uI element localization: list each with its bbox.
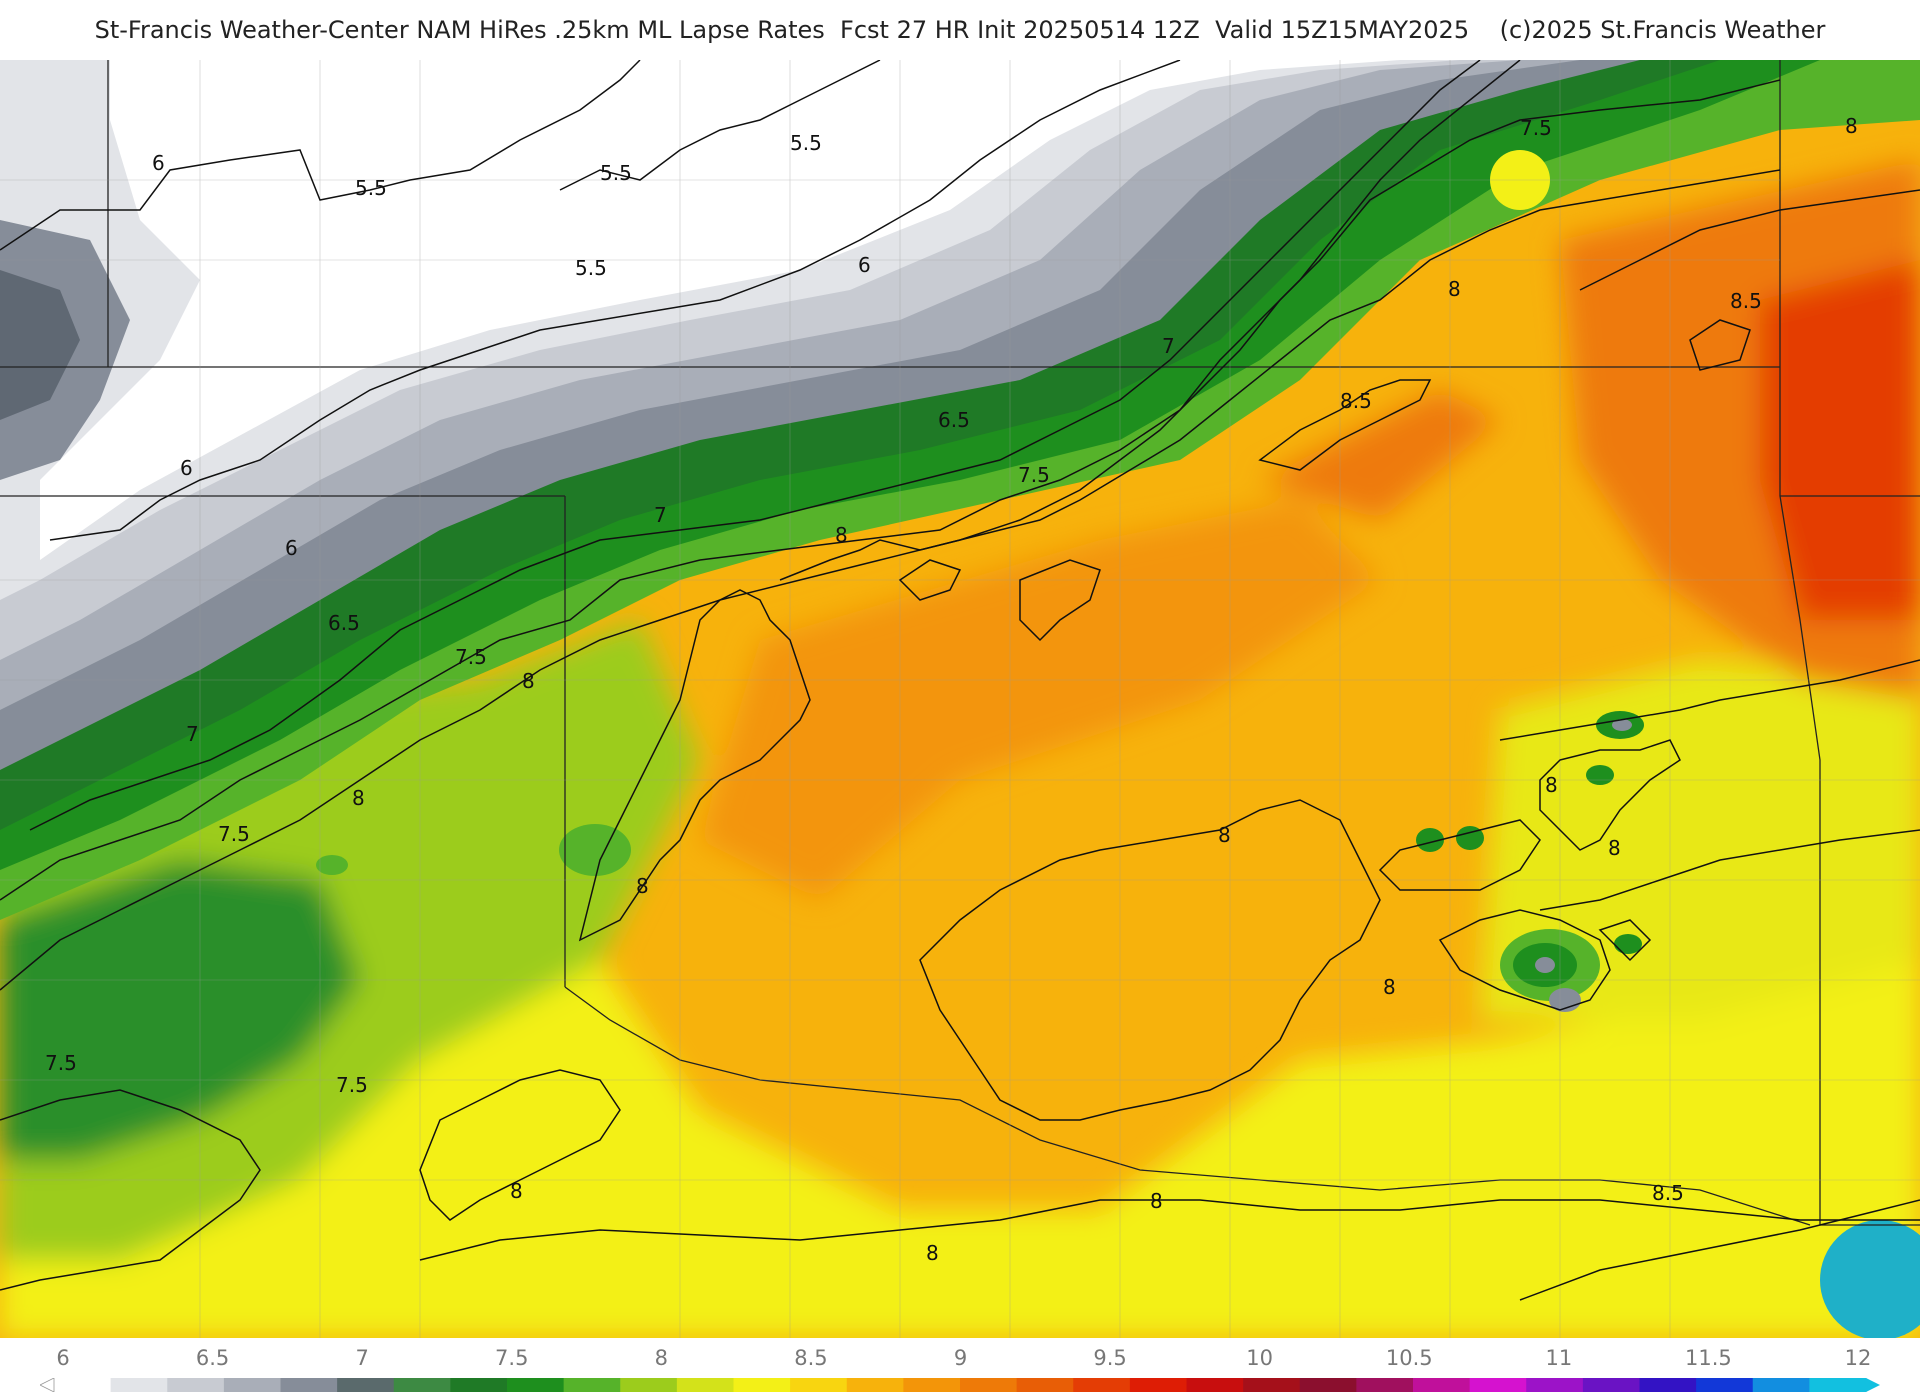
contour-label: 8.5: [1652, 1181, 1684, 1205]
contour-label: 5.5: [355, 176, 387, 200]
contour-label: 8: [835, 523, 848, 547]
legend-color-swatch: [280, 1378, 338, 1392]
contour-label: 7: [186, 722, 199, 746]
contour-lines: [0, 60, 1920, 1301]
legend-color-swatch: [1243, 1378, 1301, 1392]
contour-label: 7.5: [45, 1051, 77, 1075]
legend-color-swatch: [733, 1378, 791, 1392]
legend-tick-label: 12: [1844, 1346, 1872, 1370]
contour-label: 6: [152, 151, 165, 175]
contour-label: 5.5: [790, 131, 822, 155]
legend-tick-label: 7.5: [495, 1346, 529, 1370]
band-gray-west-pocket-inner: [0, 270, 80, 420]
contour-label: 6: [858, 253, 871, 277]
contour-label: 8: [352, 786, 365, 810]
contour-label: 6: [180, 456, 193, 480]
legend-color-swatch: [676, 1378, 734, 1392]
legend-color-swatch: [1526, 1378, 1584, 1392]
legend-color-swatch: [223, 1378, 281, 1392]
legend-color-swatch: [1582, 1378, 1640, 1392]
contour-label: 8: [1608, 836, 1621, 860]
legend-color-swatch: [1752, 1378, 1810, 1392]
field-darkorange-ridge: [1260, 390, 1500, 520]
contour-label: 7.5: [218, 822, 250, 846]
legend-tick-label: 8: [654, 1346, 669, 1370]
legend-color-swatch: [1186, 1378, 1244, 1392]
legend-color-swatch: [167, 1378, 225, 1392]
legend-color-swatch: [54, 1378, 112, 1392]
legend-color-swatch: [450, 1378, 508, 1392]
legend-left-arrow: [40, 1378, 55, 1392]
legend-color-swatch: [1016, 1378, 1074, 1392]
legend-colorbar: [40, 1378, 1880, 1392]
legend-tick-label: 10: [1246, 1346, 1274, 1370]
contour-label: 8: [510, 1179, 523, 1203]
legend-color-swatch: [790, 1378, 848, 1392]
legend-tick-label: 6.5: [195, 1346, 230, 1370]
contour-label-group: 5.5 5.5 5.5 5.5 6 6 6 6 6.5 6.5 7 7 7 7.…: [45, 114, 1858, 1265]
contour-label: 7.5: [1018, 463, 1050, 487]
county-boundaries: [0, 60, 1920, 1338]
legend-color-swatch: [1469, 1378, 1527, 1392]
contour-label: 8: [926, 1241, 939, 1265]
contour-label: 7.5: [1520, 116, 1552, 140]
legend-color-swatch: [110, 1378, 168, 1392]
legend-color-swatch: [337, 1378, 395, 1392]
legend-tick-label: 10.5: [1385, 1346, 1433, 1370]
field-darkorange-center: [700, 500, 1380, 900]
legend-color-swatch: [1639, 1378, 1697, 1392]
legend-tick-label: 7: [355, 1346, 369, 1370]
contour-label: 6.5: [938, 408, 970, 432]
legend-color-swatch: [1073, 1378, 1131, 1392]
contour-label: 5.5: [575, 256, 607, 280]
contour-label: 7: [1162, 334, 1175, 358]
legend-tick-label: 9: [953, 1346, 968, 1370]
contour-label: 8: [1448, 277, 1461, 301]
contour-label: 8: [1383, 975, 1396, 999]
contour-label: 8.5: [1340, 389, 1372, 413]
legend-color-swatch: [1809, 1378, 1867, 1392]
legend-color-swatch: [960, 1378, 1018, 1392]
legend-color-swatch: [1696, 1378, 1754, 1392]
contour-label: 6: [285, 536, 298, 560]
legend-color-swatch: [620, 1378, 678, 1392]
contour-label: 8.5: [1730, 289, 1762, 313]
contour-label: 7.5: [336, 1073, 368, 1097]
field-red-east: [1760, 260, 1920, 620]
contour-label: 8: [1845, 114, 1858, 138]
contour-label: 5.5: [600, 161, 632, 185]
legend-right-arrow: [1866, 1378, 1880, 1392]
green-cells: [316, 150, 1920, 1338]
legend-color-swatch: [393, 1378, 451, 1392]
legend-tick-label: 6: [56, 1346, 70, 1370]
legend-tick-label: 9.5: [1093, 1346, 1127, 1370]
field-darkgreen-southwest: [0, 860, 360, 1160]
contour-label: 7.5: [455, 645, 487, 669]
legend-color-swatch: [1356, 1378, 1414, 1392]
legend-color-swatch: [507, 1378, 565, 1392]
legend-tick-label: 11.5: [1685, 1346, 1732, 1370]
contour-label: 8: [522, 669, 535, 693]
contour-label: 8: [1545, 773, 1558, 797]
field-yellow-east: [1480, 660, 1920, 1020]
color-legend: 6 6.5 7 7.5 8 8.5 9 9.5 10 10.5 11 11.5 12: [0, 1338, 1920, 1400]
contour-label: 8: [1218, 823, 1231, 847]
contour-label: 8: [1150, 1189, 1163, 1213]
legend-color-swatch: [1299, 1378, 1357, 1392]
legend-tick-label: 8.5: [794, 1346, 828, 1370]
legend-color-swatch: [846, 1378, 904, 1392]
contour-label: 8: [636, 874, 649, 898]
lapse-rate-map: 5.5 5.5 5.5 5.5 6 6 6 6 6.5 6.5 7 7 7 7.…: [0, 60, 1920, 1338]
legend-color-swatch: [903, 1378, 961, 1392]
legend-color-swatch: [1129, 1378, 1187, 1392]
contour-label: 6.5: [328, 611, 360, 635]
legend-tick-label: 11: [1545, 1346, 1573, 1370]
band-white: [40, 60, 1400, 560]
contour-label: 7: [654, 503, 667, 527]
map-title: St-Francis Weather-Center NAM HiRes .25k…: [94, 16, 1826, 44]
legend-color-swatch: [563, 1378, 621, 1392]
legend-color-swatch: [1413, 1378, 1471, 1392]
